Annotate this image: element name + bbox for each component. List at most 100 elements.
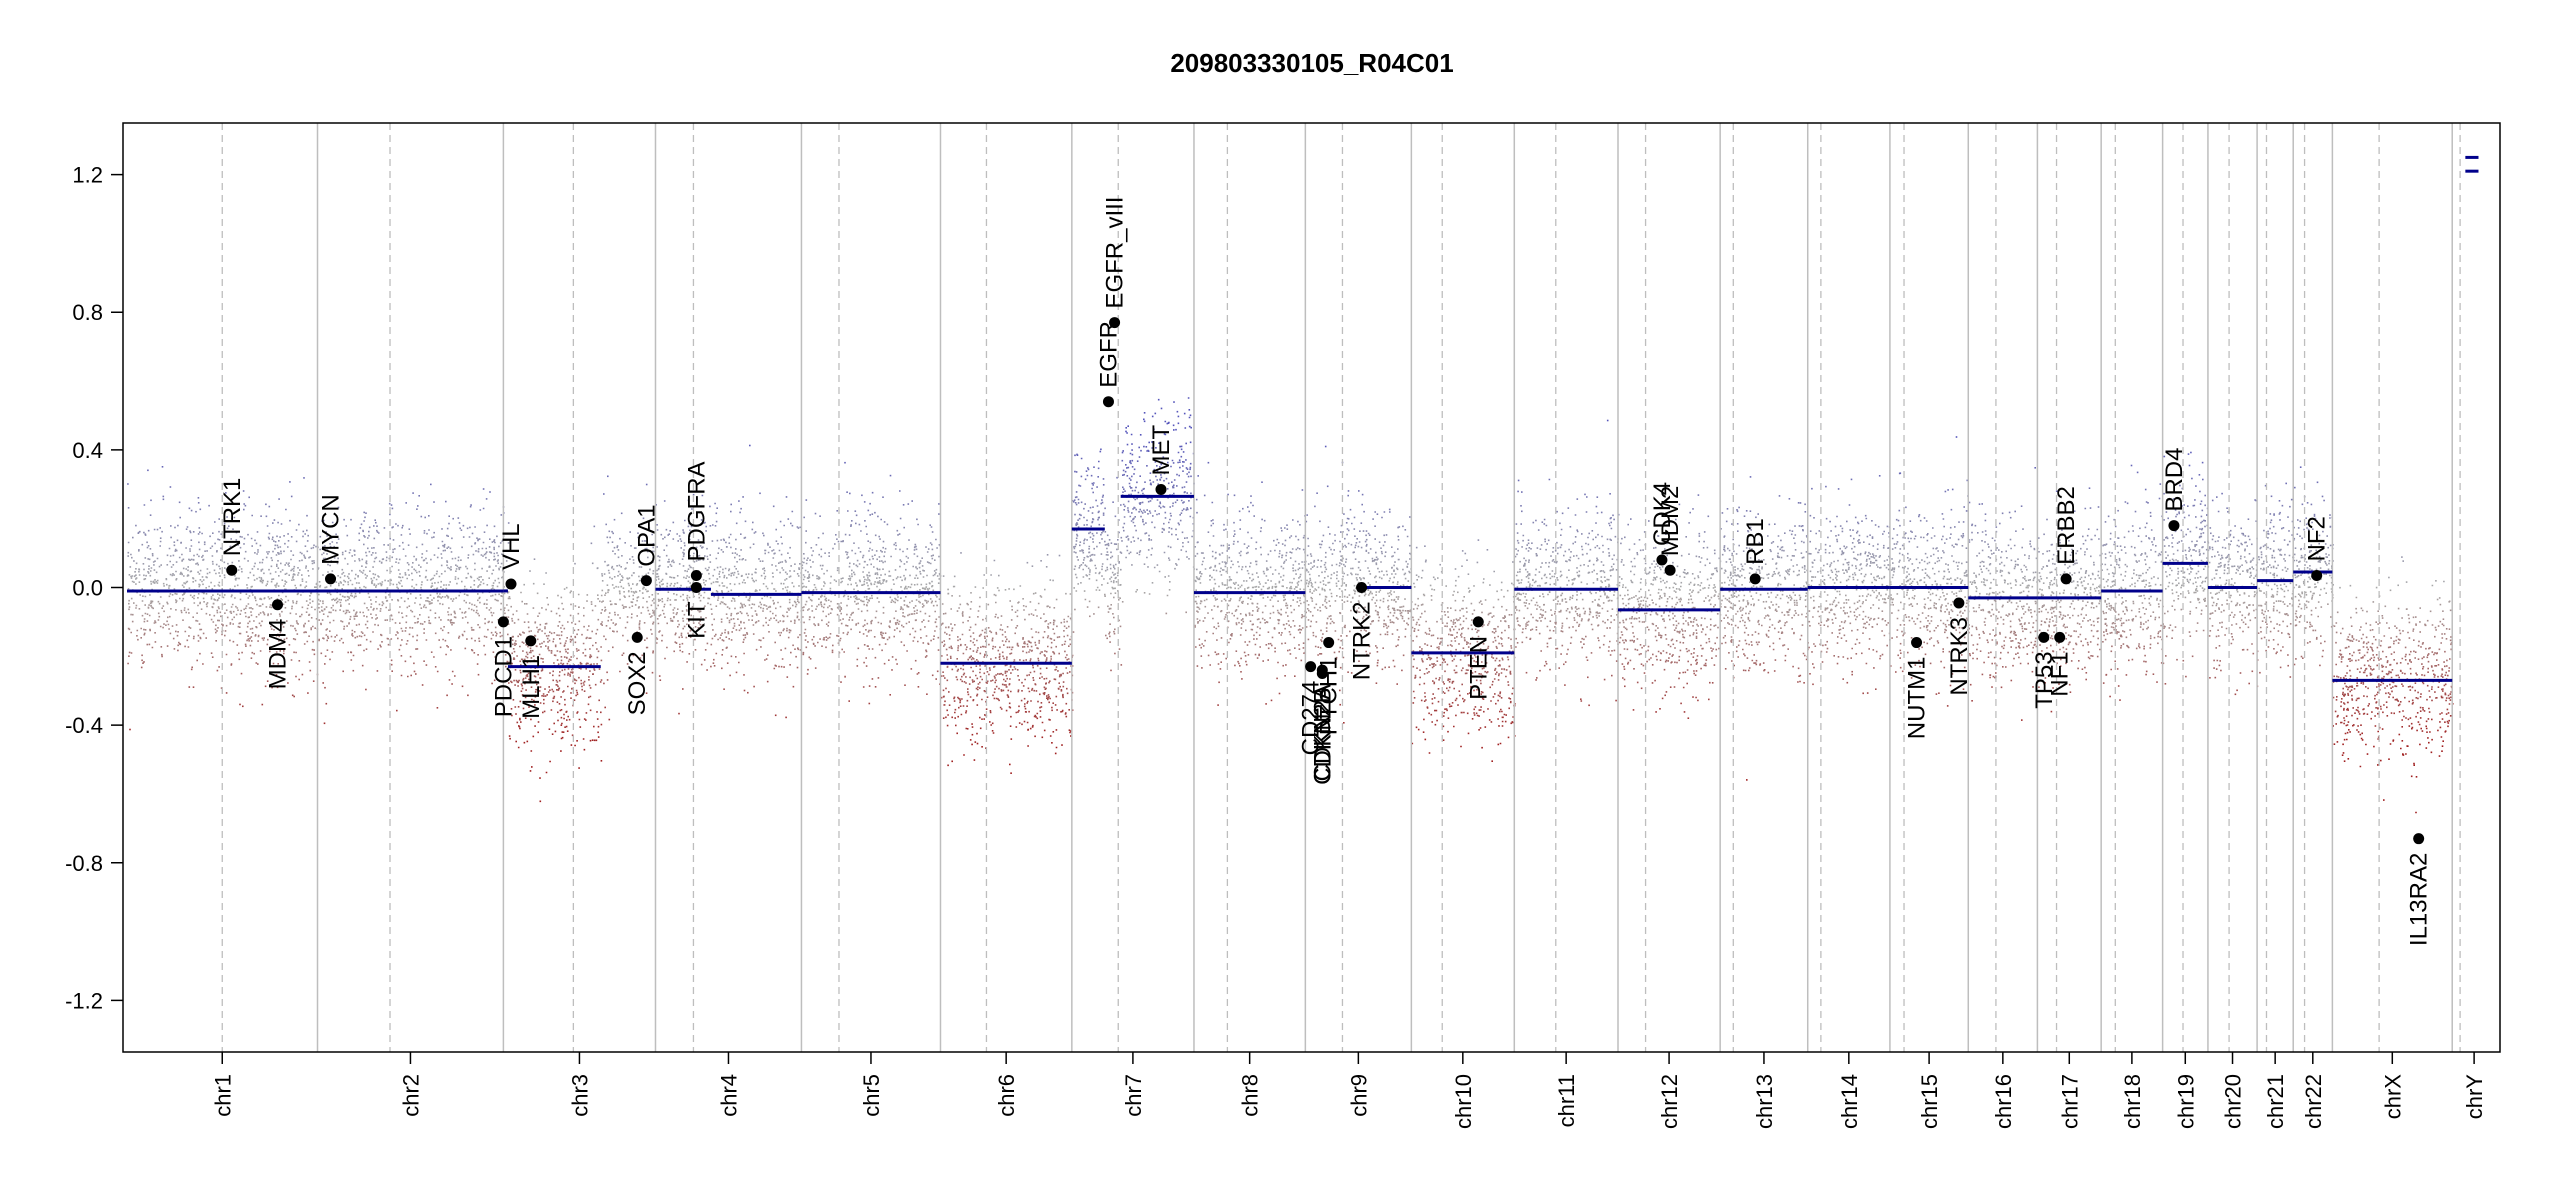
probe-points-chr3	[597, 731, 599, 734]
probe-points-chr9	[1361, 503, 1363, 506]
probe-points-chr13	[1805, 616, 1807, 618]
probe-points-chr14	[1808, 646, 1810, 649]
probe-points-chr22	[2309, 640, 2326, 643]
probe-points-chr10	[1470, 685, 1475, 688]
probe-points-chr3	[545, 572, 654, 575]
probe-points-chr2	[329, 630, 466, 633]
probe-points-chr21	[2273, 605, 2289, 608]
probe-points-chr15	[1914, 664, 1917, 666]
probe-points-chr18	[2127, 530, 2130, 533]
probe-points-chr12	[1622, 677, 1680, 680]
probe-points-chr5	[904, 684, 906, 686]
probe-points-chr22	[2303, 581, 2333, 585]
probe-points-chr14	[1875, 688, 1877, 690]
probe-points-chr2	[318, 593, 497, 597]
probe-points-chr22	[2294, 486, 2296, 489]
probe-points-chr14	[1881, 630, 1883, 632]
probe-points-chr5	[801, 584, 934, 589]
probe-points-chr1	[152, 560, 315, 564]
probe-points-chr21	[2273, 627, 2275, 630]
probe-points-chr15	[1892, 560, 1968, 564]
probe-points-chr4	[728, 621, 803, 624]
probe-points-chr17	[2044, 682, 2046, 684]
probe-points-chr13	[1726, 598, 1809, 601]
probe-points-chr12	[1620, 542, 1622, 545]
probe-points-chr14	[1835, 604, 1875, 606]
probe-points-chr16	[1991, 686, 2034, 689]
probe-points-chr3	[551, 733, 554, 735]
probe-points-chr8	[1288, 648, 1301, 651]
probe-points-chrX	[2419, 607, 2421, 609]
probe-points-chr1	[127, 662, 279, 665]
probe-points-chr8	[1196, 610, 1306, 613]
probe-points-chr20	[2215, 647, 2217, 649]
probe-points-chr15	[1901, 543, 1964, 547]
probe-points-chr2	[439, 646, 442, 649]
probe-points-chr22	[2303, 596, 2334, 599]
probe-points-chr14	[1808, 610, 1884, 613]
probe-points-chr1	[129, 728, 131, 731]
probe-points-chr13	[1805, 551, 1808, 553]
probe-points-chr3	[536, 638, 607, 641]
probe-points-chr1	[225, 492, 227, 494]
probe-points-chr19	[2169, 567, 2184, 570]
probe-points-chr12	[1680, 702, 1682, 705]
probe-points-chrX	[2343, 719, 2450, 722]
probe-points-chr8	[1267, 659, 1303, 662]
probe-points-chr4	[663, 612, 774, 615]
probe-points-chr11	[1530, 629, 1577, 632]
probe-points-chr4	[713, 635, 716, 637]
probe-points-chr11	[1515, 547, 1610, 551]
probe-points-chr2	[317, 598, 496, 601]
probe-points-chr15	[1936, 640, 1939, 642]
probe-points-chr6	[962, 621, 1066, 624]
probe-points-chr10	[1424, 695, 1501, 698]
probe-points-chr14	[1871, 589, 1878, 592]
probe-points-chr16	[1976, 648, 1978, 651]
probe-points-chr19	[2204, 525, 2206, 528]
probe-points-chr13	[1721, 553, 1738, 557]
probe-points-chr10	[1469, 589, 1509, 592]
probe-points-chr4	[657, 598, 799, 601]
probe-points-chr8	[1244, 640, 1251, 643]
probe-points-chr12	[1643, 671, 1687, 674]
probe-points-chr7	[1083, 515, 1195, 519]
probe-points-chr7	[1083, 506, 1192, 510]
probe-points-chr8	[1220, 661, 1279, 664]
probe-points-chr15	[1929, 638, 1931, 641]
probe-points-chr3	[557, 624, 608, 627]
probe-points-chr3	[510, 605, 640, 608]
probe-points-chr11	[1576, 498, 1579, 500]
probe-points-chr15	[1949, 684, 1952, 687]
probe-points-chr8	[1203, 556, 1292, 560]
probe-points-chr10	[1430, 645, 1512, 648]
probe-points-chr19	[2191, 655, 2194, 658]
probe-points-chr9	[1311, 566, 1409, 569]
probe-points-chr14	[1813, 666, 1875, 669]
probe-points-chr16	[2010, 559, 2013, 562]
probe-points-chr19	[2195, 607, 2198, 609]
probe-points-chr18	[2109, 532, 2112, 535]
probe-points-chr8	[1229, 597, 1301, 600]
probe-points-chr20	[2215, 668, 2218, 670]
probe-points-chr9	[1305, 581, 1399, 585]
probe-points-chr5	[936, 670, 939, 673]
chart-title: 209803330105_R04C01	[1170, 48, 1453, 78]
probe-points-chr15	[1891, 547, 1937, 550]
probe-points-chr20	[2233, 614, 2250, 616]
probe-points-chr14	[1838, 632, 1891, 635]
probe-points-chr13	[1723, 543, 1740, 547]
probe-points-chr21	[2263, 567, 2278, 570]
probe-points-chr21	[2287, 516, 2289, 518]
probe-points-chr6	[961, 680, 1065, 683]
probe-points-chr7	[1075, 589, 1119, 592]
probe-points-chr18	[2101, 568, 2149, 571]
probe-points-chrX	[2354, 712, 2448, 715]
probe-points-chr6	[944, 631, 1040, 634]
probe-points-chr6	[1046, 554, 1061, 557]
probe-points-chr9	[1345, 522, 1363, 525]
probe-points-chr21	[2265, 649, 2282, 652]
probe-points-chr18	[2113, 540, 2153, 543]
probe-points-chr11	[1532, 521, 1612, 525]
probe-points-chr4	[675, 593, 715, 597]
